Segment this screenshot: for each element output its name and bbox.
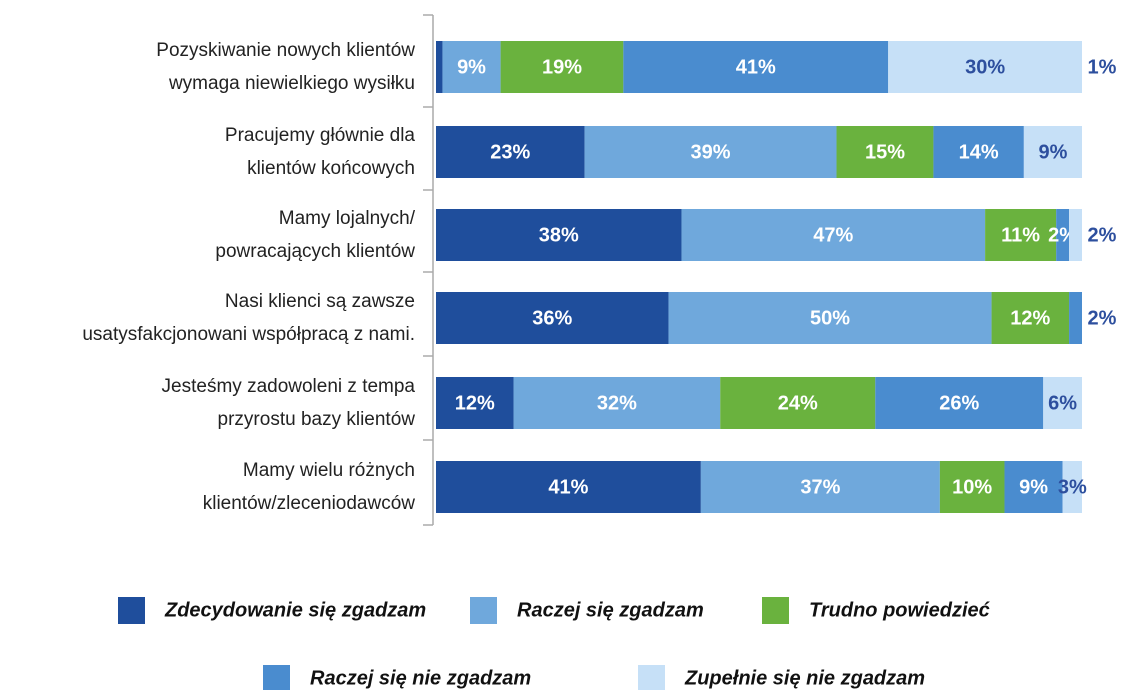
value-label: 39% <box>691 141 731 163</box>
category-label: Mamy wielu różnych klientów/zleceniodawc… <box>202 460 415 514</box>
value-label: 9% <box>1038 141 1067 163</box>
axis <box>423 14 434 526</box>
legend-swatch <box>470 597 497 624</box>
value-label: 2% <box>1088 307 1117 329</box>
bar-segment <box>700 461 940 513</box>
bar-segment <box>888 41 1082 93</box>
bar-segment <box>836 126 934 178</box>
bar-segment <box>985 209 1057 261</box>
value-label: 1% <box>1088 56 1117 78</box>
category-label: Jesteśmy zadowoleni z tempa przyrostu ba… <box>161 376 415 430</box>
bar-segment <box>1069 292 1082 344</box>
value-label: 10% <box>952 476 992 498</box>
bar-segment <box>991 292 1070 344</box>
bar-segment <box>681 209 986 261</box>
bar-segment <box>1056 209 1070 261</box>
bar-segment <box>720 377 876 429</box>
legend-swatch <box>638 665 665 690</box>
value-label: 41% <box>736 56 776 78</box>
bar-segment <box>442 41 501 93</box>
value-label: 14% <box>959 141 999 163</box>
value-label: 3% <box>1058 476 1087 498</box>
value-label: 11% <box>1001 224 1040 246</box>
value-label: 12% <box>1010 307 1050 329</box>
bar-segment <box>939 461 1005 513</box>
legend-swatch <box>263 665 290 690</box>
bar-segment <box>623 41 889 93</box>
bar-segment <box>436 126 585 178</box>
legend-label: Zdecydowanie się zgadzam <box>164 599 426 621</box>
value-label: 23% <box>490 141 530 163</box>
bar-segment <box>933 126 1024 178</box>
bar-segment <box>1069 209 1082 261</box>
legend-label: Trudno powiedzieć <box>809 599 991 621</box>
legend-label: Raczej się nie zgadzam <box>310 667 531 689</box>
value-label: 6% <box>1048 392 1077 414</box>
category-label: Pracujemy głównie dla klientów końcowych <box>224 125 415 179</box>
bar-segment <box>1023 126 1082 178</box>
value-label: 24% <box>778 392 818 414</box>
value-label: 26% <box>939 392 979 414</box>
category-label: Pozyskiwanie nowych klientów wymaga niew… <box>156 40 415 94</box>
value-label: 41% <box>548 476 588 498</box>
category-label: Mamy lojalnych/ powracających klientów <box>215 208 415 262</box>
bar-segment <box>1004 461 1063 513</box>
value-label: 32% <box>597 392 637 414</box>
value-label: 50% <box>810 307 850 329</box>
legend-swatch <box>118 597 145 624</box>
value-label: 36% <box>532 307 572 329</box>
category-label: Nasi klienci są zawsze usatysfakcjonowan… <box>82 291 415 345</box>
value-label: 9% <box>457 56 486 78</box>
value-label: 37% <box>800 476 840 498</box>
bar-segment <box>668 292 992 344</box>
value-label: 15% <box>865 141 905 163</box>
legend-label: Zupełnie się nie zgadzam <box>684 667 925 689</box>
legend-label: Raczej się zgadzam <box>517 599 704 621</box>
value-label: 2% <box>1088 224 1117 246</box>
bar-segment <box>436 461 701 513</box>
bar-segment <box>1043 377 1082 429</box>
bar-segment <box>513 377 721 429</box>
value-label: 38% <box>539 224 579 246</box>
value-label: 19% <box>542 56 582 78</box>
bar-segment <box>1062 461 1082 513</box>
value-label: 9% <box>1019 476 1048 498</box>
bar-segment <box>500 41 624 93</box>
bar-segment <box>436 41 443 93</box>
bar-segment <box>875 377 1044 429</box>
value-label: 30% <box>965 56 1005 78</box>
legend-swatch <box>762 597 789 624</box>
bar-segment <box>584 126 837 178</box>
bar-segment <box>436 209 682 261</box>
value-label: 47% <box>813 224 853 246</box>
bar-segment <box>436 292 669 344</box>
bar-segment <box>436 377 514 429</box>
value-label: 12% <box>455 392 495 414</box>
